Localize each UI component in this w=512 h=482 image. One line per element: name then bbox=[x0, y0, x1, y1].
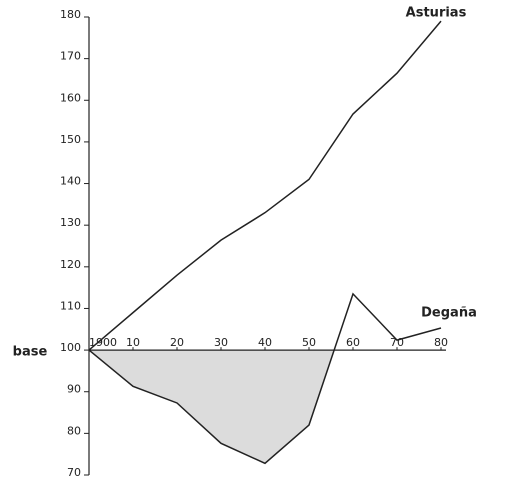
x-tick-label: 60 bbox=[346, 336, 360, 349]
series-label: Asturias bbox=[406, 6, 467, 21]
baseline-label: base bbox=[13, 345, 48, 360]
y-tick-label: 90 bbox=[67, 383, 81, 396]
x-tick-label: 20 bbox=[170, 336, 184, 349]
x-tick-label: 1900 bbox=[89, 336, 117, 349]
shaded-area bbox=[89, 350, 441, 464]
y-tick-label: 100 bbox=[60, 341, 81, 354]
y-tick-label: 120 bbox=[60, 258, 81, 271]
y-tick-label: 130 bbox=[60, 216, 81, 229]
y-tick-label: 110 bbox=[60, 299, 81, 312]
x-tick-label: 30 bbox=[214, 336, 228, 349]
series-line bbox=[88, 292, 442, 465]
series-line bbox=[88, 20, 442, 351]
y-tick-label: 150 bbox=[60, 133, 81, 146]
x-tick-label: 10 bbox=[126, 336, 140, 349]
x-tick-label: 80 bbox=[434, 336, 448, 349]
series-label: Degaña bbox=[421, 306, 477, 321]
y-tick-label: 80 bbox=[67, 424, 81, 437]
y-tick-label: 180 bbox=[60, 8, 81, 21]
y-tick-label: 140 bbox=[60, 175, 81, 188]
y-tick-label: 160 bbox=[60, 91, 81, 104]
y-tick-label: 70 bbox=[67, 466, 81, 479]
x-tick-label: 50 bbox=[302, 336, 316, 349]
y-tick-label: 170 bbox=[60, 50, 81, 63]
x-tick-label: 40 bbox=[258, 336, 272, 349]
